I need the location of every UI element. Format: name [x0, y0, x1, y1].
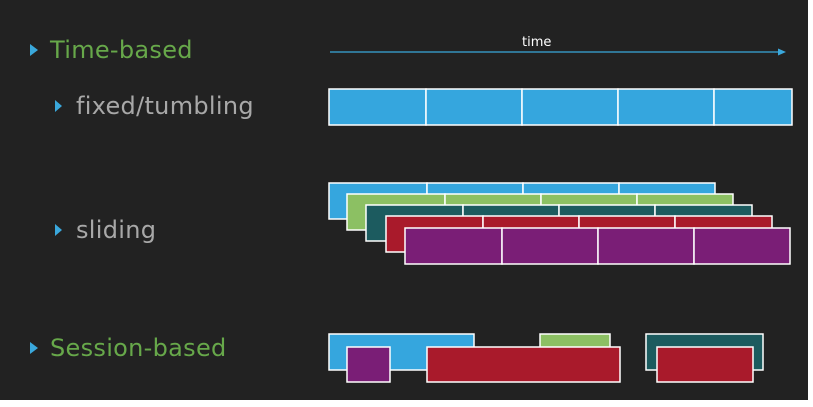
sliding-window [404, 227, 503, 265]
bullet-triangle-icon [55, 224, 62, 236]
slide: Time-based fixed/tumbling sliding Sessio… [0, 0, 808, 400]
tumbling-window [328, 88, 427, 126]
session-window-purple [346, 346, 391, 383]
sliding-label: sliding [76, 216, 157, 244]
tumbling-window [521, 88, 619, 126]
sliding-window [693, 227, 791, 265]
time-axis-label: time [522, 35, 552, 50]
session-window-red [656, 346, 754, 383]
session-window-red [426, 346, 621, 383]
sliding-windows-purple [404, 227, 791, 265]
bullet-triangle-icon [30, 44, 38, 56]
bullet-session-based: Session-based [30, 334, 227, 362]
sliding-window [597, 227, 695, 265]
session-based-label: Session-based [50, 334, 227, 362]
tumbling-windows [328, 88, 793, 126]
bullet-time-based: Time-based [30, 36, 193, 64]
fixed-tumbling-label: fixed/tumbling [76, 92, 254, 120]
bullet-triangle-icon [55, 100, 62, 112]
time-based-label: Time-based [50, 36, 193, 64]
tumbling-window [425, 88, 523, 126]
bullet-fixed-tumbling: fixed/tumbling [55, 92, 254, 120]
windowing-diagram [328, 48, 793, 383]
time-axis-arrow [330, 48, 786, 56]
bullet-sliding: sliding [55, 216, 156, 244]
tumbling-window [713, 88, 793, 126]
sliding-window [501, 227, 599, 265]
tumbling-window [617, 88, 715, 126]
bullet-triangle-icon [30, 342, 38, 354]
session-windows [328, 333, 764, 383]
